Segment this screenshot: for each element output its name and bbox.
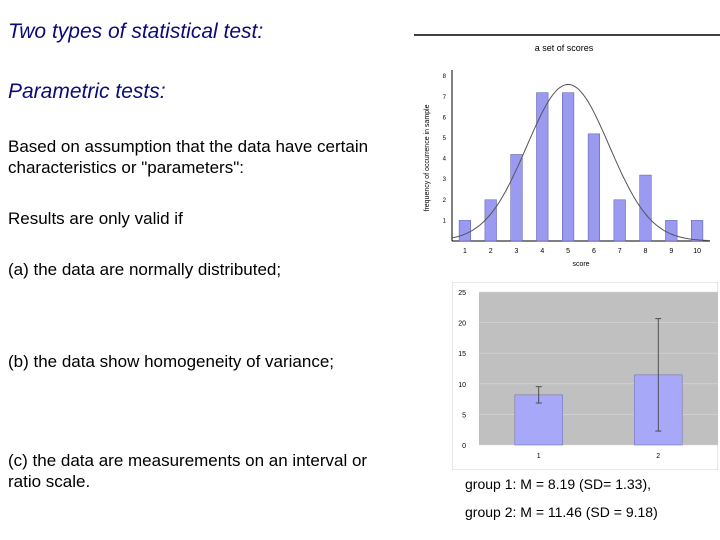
group-y-tick: 10	[458, 382, 466, 389]
group-y-tick: 25	[458, 290, 466, 297]
histogram-y-tick: 3	[443, 177, 447, 183]
histogram-bar	[665, 220, 678, 242]
histogram-x-tick: 4	[540, 248, 544, 255]
histogram-y-tick: 1	[443, 218, 447, 224]
group-y-tick: 5	[462, 412, 466, 419]
histogram-bar	[562, 92, 575, 242]
group2-stats: group 2: M = 11.46 (SD = 9.18)	[465, 504, 658, 520]
validity-text: Results are only valid if	[8, 209, 183, 228]
histogram-x-tick: 8	[644, 248, 648, 255]
histogram-bar	[613, 199, 626, 242]
condition-a: (a) the data are normally distributed;	[8, 260, 282, 279]
group-y-tick: 15	[458, 351, 466, 358]
histogram-y-tick: 6	[443, 115, 447, 121]
slide-title: Two types of statistical test:	[8, 20, 264, 43]
histogram-y-tick: 8	[443, 74, 447, 80]
group-means-chart: 0 5 10 15 20 25 1 2	[452, 282, 718, 470]
histogram-bar	[536, 92, 549, 242]
histogram-y-tick: 5	[443, 136, 447, 142]
histogram-x-tick: 10	[693, 248, 701, 255]
condition-c: (c) the data are measurements on an inte…	[8, 451, 368, 491]
histogram-bar	[691, 220, 704, 242]
histogram-x-tick: 6	[592, 248, 596, 255]
histogram-bar	[510, 154, 523, 242]
assumption-text: Based on assumption that the data have c…	[8, 137, 369, 177]
histogram-ylabel: frequency of occurrence in sample	[424, 104, 431, 211]
histogram-bar	[458, 220, 471, 242]
histogram-x-tick: 1	[463, 248, 467, 255]
histogram-y-tick: 7	[443, 95, 447, 101]
group-x-tick: 2	[656, 453, 660, 460]
histogram-bar	[484, 199, 497, 242]
histogram-y-tick: 4	[443, 157, 447, 163]
histogram-chart: a set of scores frequency of occurrence …	[414, 34, 720, 274]
histogram-x-tick: 7	[618, 248, 622, 255]
histogram-x-tick: 5	[566, 248, 570, 255]
histogram-x-tick: 9	[669, 248, 673, 255]
normal-curve	[451, 83, 711, 242]
histogram-x-tick: 2	[489, 248, 493, 255]
histogram-x-tick: 3	[515, 248, 519, 255]
group-y-tick: 20	[458, 321, 466, 328]
histogram-y-tick: 2	[443, 198, 447, 204]
histogram-bar	[639, 174, 652, 242]
slide-subtitle: Parametric tests:	[8, 80, 166, 103]
group-y-tick: 0	[462, 443, 466, 450]
group-x-tick: 1	[537, 453, 541, 460]
histogram-bar	[587, 133, 600, 242]
group1-stats: group 1: M = 8.19 (SD= 1.33),	[465, 476, 651, 492]
histogram-title: a set of scores	[535, 43, 594, 53]
condition-b: (b) the data show homogeneity of varianc…	[8, 352, 335, 371]
histogram-xlabel: score	[572, 261, 589, 268]
